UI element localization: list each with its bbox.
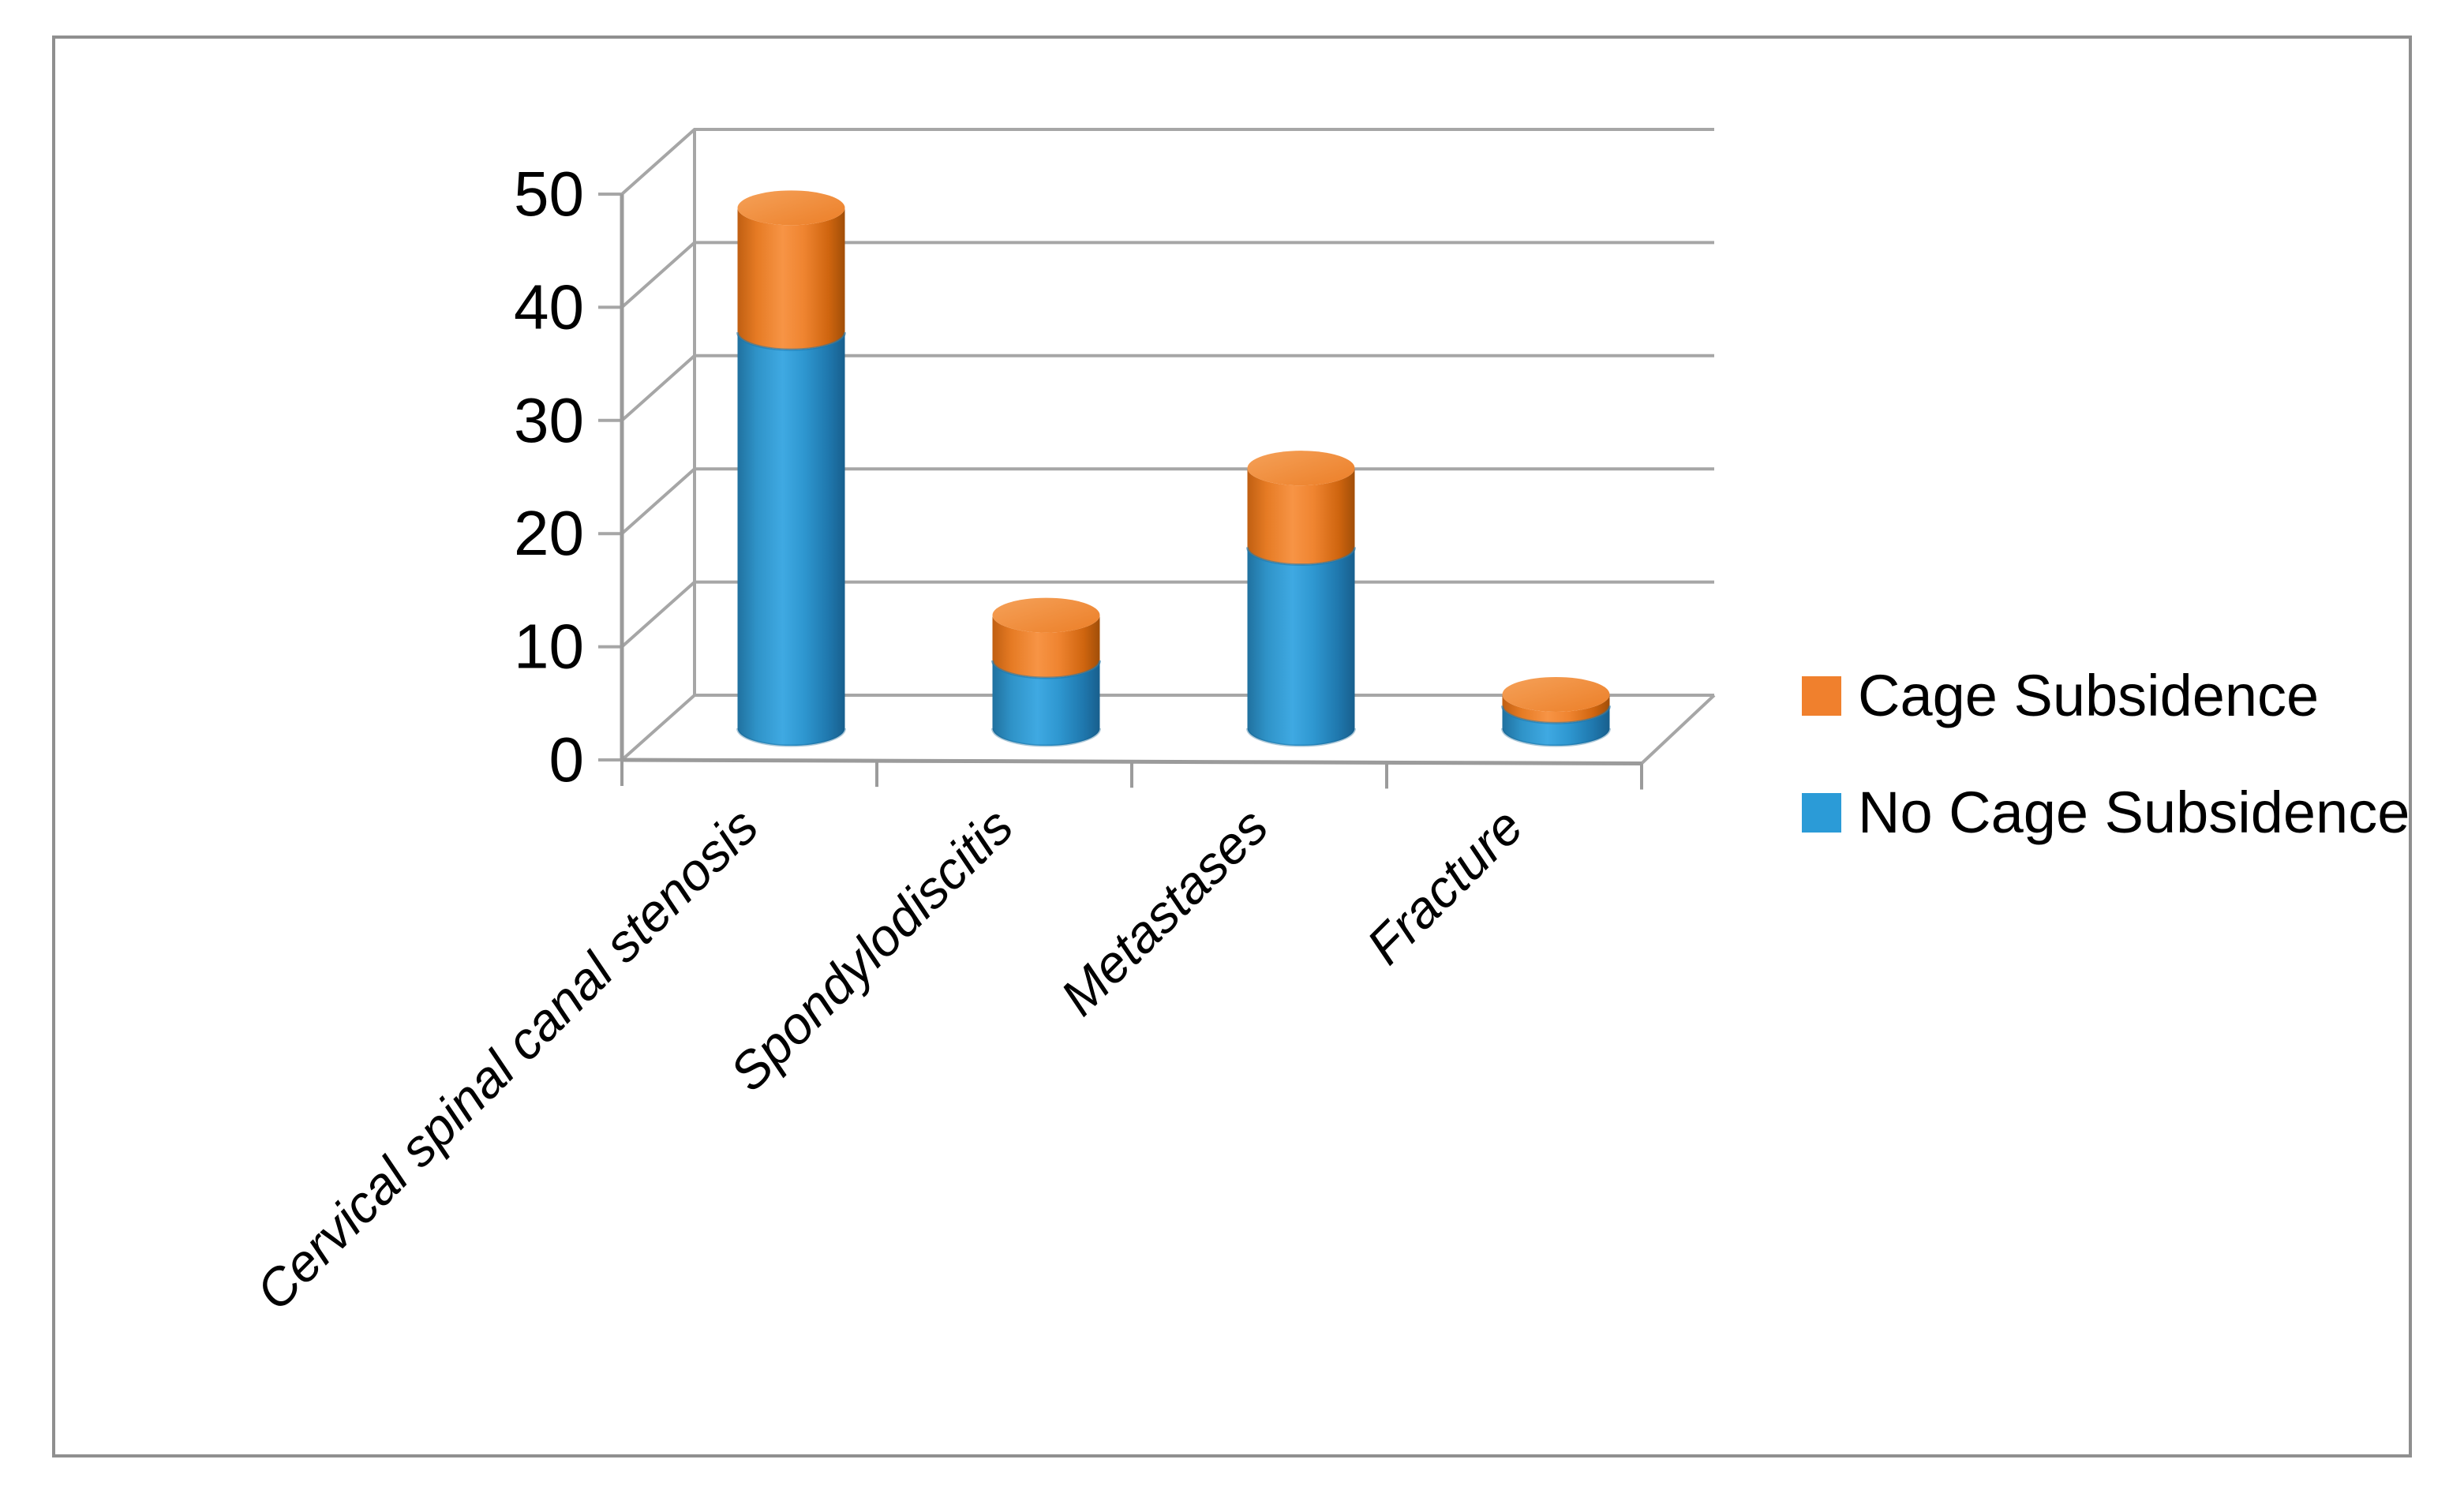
- axes: [620, 129, 1643, 790]
- bar-metastases: [1246, 451, 1356, 747]
- gridlines: [598, 128, 1716, 765]
- legend-item-cage-subsidence: Cage Subsidence: [1802, 667, 2319, 725]
- y-tick-label: 50: [514, 159, 584, 229]
- y-tick-label: 0: [549, 724, 585, 795]
- legend-label: Cage Subsidence: [1858, 663, 2320, 728]
- bar-fracture: [1501, 676, 1611, 747]
- y-tick-label: 30: [514, 385, 584, 455]
- bar-spondylodiscitis: [991, 597, 1101, 747]
- figure-border: [52, 36, 2412, 1457]
- category-label: Metastases: [1049, 797, 1279, 1027]
- legend-label: No Cage Subsidence: [1858, 780, 2410, 845]
- y-axis-labels: 0 10 20 30 40 50: [514, 159, 584, 795]
- cage-subsidence-swatch: [1802, 676, 1841, 716]
- bars: [736, 190, 1611, 747]
- y-tick-label: 20: [514, 498, 584, 568]
- y-tick-label: 40: [514, 271, 584, 342]
- bar-cervical-spinal-canal-stenosis: [736, 190, 846, 747]
- category-labels: Cervical spinal canal stenosisSpondylodi…: [245, 797, 1533, 1321]
- legend-item-no-cage-subsidence: No Cage Subsidence: [1802, 784, 2410, 842]
- category-label: Cervical spinal canal stenosis: [245, 797, 769, 1321]
- y-tick-label: 10: [514, 612, 584, 682]
- category-label: Fracture: [1355, 797, 1533, 975]
- no-cage-subsidence-swatch: [1802, 793, 1841, 833]
